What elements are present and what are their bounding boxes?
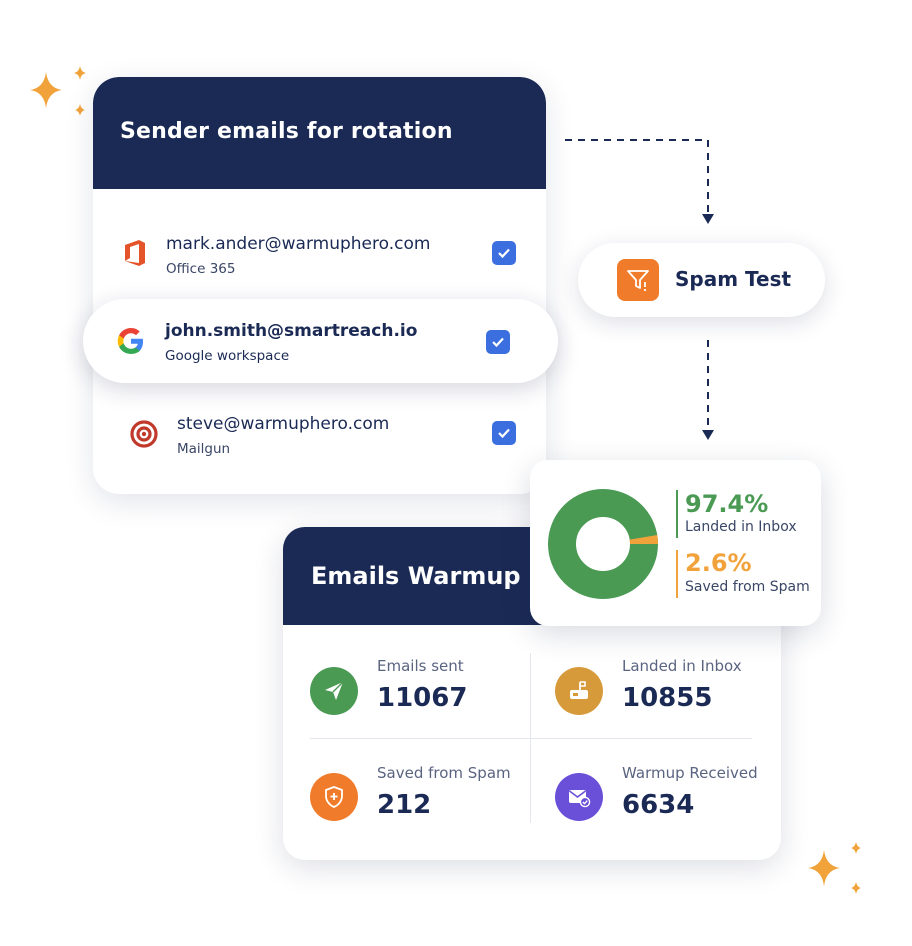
spam-test-label: Spam Test	[675, 267, 792, 291]
stat-label: Saved from Spam	[377, 764, 511, 782]
stat-value: 6634	[622, 790, 695, 820]
spam-percent-label: Saved from Spam	[685, 579, 810, 595]
shield-icon	[310, 773, 358, 821]
flow-connector	[565, 139, 714, 440]
spam-marker	[676, 550, 678, 598]
inbox-percent-label: Landed in Inbox	[685, 519, 797, 535]
spam-test-pill[interactable]: Spam Test	[578, 243, 825, 317]
stats-divider-horizontal	[310, 738, 752, 739]
sender-email: steve@warmuphero.com	[177, 414, 390, 434]
sender-provider: Office 365	[166, 261, 236, 277]
stat-value: 11067	[377, 683, 468, 713]
sparkle-icon	[30, 66, 86, 116]
paper-plane-icon	[310, 667, 358, 715]
sender-card-title: Sender emails for rotation	[120, 119, 453, 144]
google-icon	[117, 328, 143, 354]
stat-landed-in-inbox: Landed in Inbox 10855	[531, 647, 781, 737]
funnel-icon	[617, 259, 659, 301]
sender-row-google[interactable]: john.smith@smartreach.io Google workspac…	[83, 299, 558, 383]
stat-label: Warmup Received	[622, 764, 758, 782]
sender-email: john.smith@smartreach.io	[165, 321, 418, 341]
sender-checkbox[interactable]	[492, 241, 516, 265]
mailbox-icon	[555, 667, 603, 715]
sparkle-icon	[808, 842, 861, 894]
sender-emails-card: Sender emails for rotation mark.ander@wa…	[93, 77, 546, 494]
sender-provider: Google workspace	[165, 348, 290, 364]
stat-label: Emails sent	[377, 657, 464, 675]
inbox-donut-chart	[548, 489, 658, 599]
sender-row-office365[interactable]: mark.ander@warmuphero.com Office 365	[93, 227, 546, 287]
sender-card-header: Sender emails for rotation	[93, 77, 546, 189]
sender-email: mark.ander@warmuphero.com	[166, 234, 431, 254]
sender-checkbox[interactable]	[492, 421, 516, 445]
stat-saved-from-spam: Saved from Spam 212	[283, 753, 530, 843]
spam-percent: 2.6%	[685, 549, 752, 577]
office365-icon	[125, 240, 145, 266]
stat-warmup-received: Warmup Received 6634	[531, 753, 781, 843]
stat-value: 212	[377, 790, 432, 820]
stat-value: 10855	[622, 683, 713, 713]
sender-checkbox[interactable]	[486, 330, 510, 354]
stat-emails-sent: Emails sent 11067	[283, 647, 530, 737]
inbox-marker	[676, 490, 678, 538]
donut-inbox-segment	[548, 489, 658, 599]
stat-label: Landed in Inbox	[622, 657, 742, 675]
inbox-rate-card: 97.4% Landed in Inbox 2.6% Saved from Sp…	[530, 460, 821, 626]
sender-row-mailgun[interactable]: steve@warmuphero.com Mailgun	[93, 407, 546, 467]
inbox-percent: 97.4%	[685, 490, 769, 518]
envelope-check-icon	[555, 773, 603, 821]
mailgun-icon	[130, 420, 158, 448]
sender-provider: Mailgun	[177, 441, 231, 457]
warmup-card-title: Emails Warmup	[311, 562, 521, 590]
